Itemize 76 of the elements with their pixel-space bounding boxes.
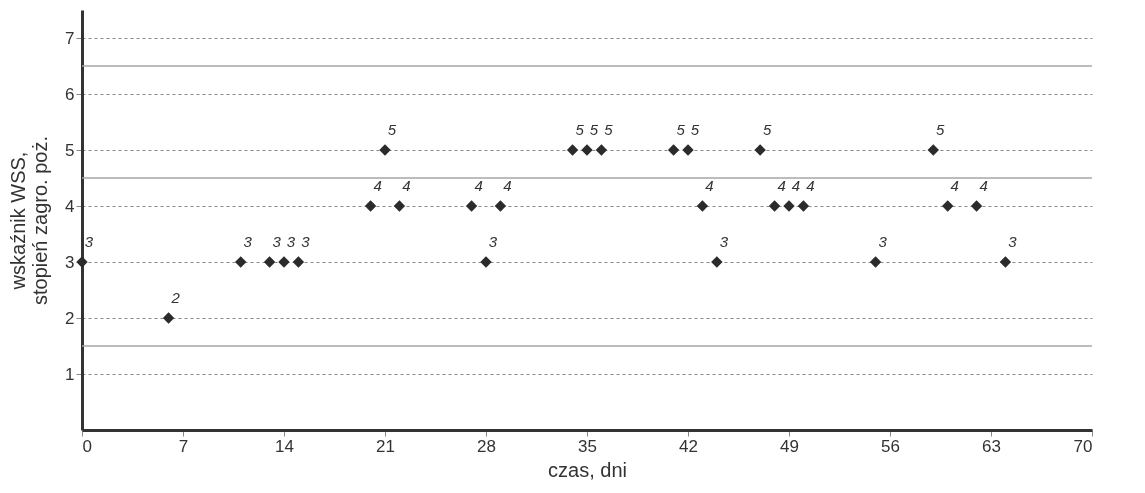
- data-label: 5: [604, 121, 614, 138]
- point: [696, 200, 709, 212]
- data-label: 3: [272, 233, 282, 250]
- point: [364, 200, 377, 212]
- point: [393, 200, 406, 212]
- data-label: 5: [387, 121, 397, 138]
- y-axis-title: wskaźnik WSS, stopień zagro. poż.: [7, 136, 52, 305]
- data-label: 3: [719, 233, 729, 250]
- data-label: 4: [705, 177, 714, 194]
- point: [566, 144, 579, 156]
- data-label: 5: [589, 121, 599, 138]
- data-label: 4: [373, 177, 382, 194]
- y-tick-label: 7: [65, 28, 75, 48]
- data-label: 5: [575, 121, 585, 138]
- x-tick-label: 63: [982, 436, 1001, 456]
- point: [379, 144, 391, 156]
- data-label: 4: [806, 177, 815, 194]
- point: [970, 200, 983, 212]
- y-tick-label: 5: [65, 140, 75, 160]
- x-tick-label: 42: [679, 436, 698, 456]
- point: [682, 144, 694, 156]
- y-tick-label: 4: [65, 196, 75, 216]
- point: [942, 200, 954, 212]
- x-tick-label: 56: [881, 436, 900, 456]
- point: [480, 256, 492, 268]
- data-label: 5: [762, 121, 772, 138]
- data-label: 3: [1008, 233, 1018, 250]
- point: [754, 144, 766, 156]
- data-label: 2: [170, 289, 181, 306]
- data-label: 4: [777, 177, 786, 194]
- x-tick-label: 21: [376, 436, 395, 456]
- y-tick-label: 2: [65, 308, 75, 328]
- x-tick-label: 28: [477, 436, 496, 456]
- data-label: 5: [676, 121, 686, 138]
- x-tick-label: 0: [82, 436, 92, 456]
- point: [711, 256, 723, 268]
- data-label: 3: [488, 233, 498, 250]
- x-tick-label: 7: [178, 436, 189, 456]
- point: [162, 312, 175, 324]
- point: [667, 144, 680, 156]
- x-tick-label: 49: [780, 436, 799, 456]
- point: [292, 256, 305, 268]
- y-tick-label: 6: [65, 84, 75, 104]
- x-tick-label: 14: [275, 436, 294, 456]
- data-label: 3: [243, 233, 253, 250]
- point: [465, 200, 478, 212]
- point: [797, 200, 810, 212]
- data-label: 4: [791, 177, 801, 194]
- data-label: 3: [84, 233, 94, 250]
- point: [595, 144, 608, 156]
- data-label: 4: [402, 177, 411, 194]
- data-label: 4: [950, 177, 959, 194]
- y-tick-label: 1: [65, 364, 75, 384]
- y-tick-label: 3: [65, 252, 75, 272]
- data-label: 4: [503, 177, 512, 194]
- x-axis-title: czas, dni: [548, 458, 627, 481]
- point: [278, 256, 290, 268]
- point: [263, 256, 276, 268]
- point: [581, 144, 593, 156]
- data-label: 5: [690, 121, 700, 138]
- data-label: 4: [979, 177, 988, 194]
- data-label: 3: [878, 233, 888, 250]
- point: [927, 144, 939, 156]
- point: [76, 256, 88, 268]
- x-tick-label: 70: [1073, 436, 1093, 456]
- point: [494, 200, 507, 212]
- x-tick-label: 35: [578, 436, 597, 456]
- data-label: 3: [301, 233, 311, 250]
- point: [999, 256, 1012, 268]
- data-label: 4: [474, 177, 483, 194]
- point: [869, 256, 882, 268]
- data-label: 5: [936, 121, 946, 138]
- point: [235, 256, 247, 268]
- data-label: 3: [286, 233, 296, 250]
- point: [768, 200, 781, 212]
- point: [783, 200, 795, 212]
